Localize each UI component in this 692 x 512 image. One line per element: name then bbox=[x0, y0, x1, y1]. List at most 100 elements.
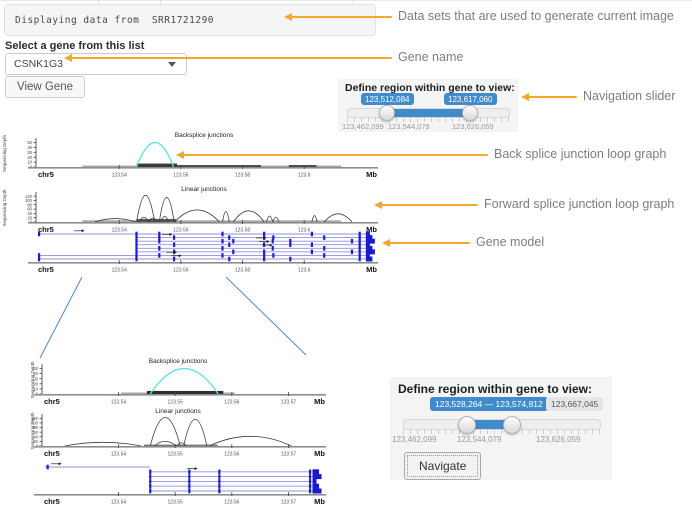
tab-strip-border bbox=[0, 0, 692, 1]
zoomed-backsplice-loop-chart: Backsplice junctions01020304050Sequencin… bbox=[28, 356, 328, 411]
svg-text:40: 40 bbox=[27, 211, 32, 216]
annotation-arrow-line bbox=[528, 96, 577, 98]
slider-handle-to[interactable] bbox=[462, 105, 478, 121]
slider-scale-mid: 123,544,079 bbox=[457, 435, 502, 444]
zoom-connector-right bbox=[225, 276, 307, 356]
svg-text:50: 50 bbox=[33, 366, 38, 371]
slider-selected-bar bbox=[386, 109, 469, 117]
svg-text:20: 20 bbox=[27, 215, 32, 220]
tab-separator bbox=[98, 0, 99, 5]
annotation-arrow-icon bbox=[176, 151, 184, 159]
slider-range-value: 123,528,264 — 123,574,812 bbox=[430, 397, 548, 411]
svg-text:123.54: 123.54 bbox=[111, 452, 127, 458]
navigate-button[interactable]: Navigate bbox=[404, 452, 482, 480]
svg-text:Backsplice junctions: Backsplice junctions bbox=[175, 132, 234, 139]
svg-text:Mb: Mb bbox=[314, 449, 325, 458]
backsplice-loop-chart: Backsplice junctions01020304050Sequencin… bbox=[0, 129, 380, 188]
annotation-arrow-line bbox=[183, 154, 488, 156]
region-panel-title: Define region within gene to view: bbox=[398, 382, 593, 396]
svg-text:123.56: 123.56 bbox=[224, 500, 240, 506]
slider-grid-ticks bbox=[403, 429, 600, 434]
linear-loop-chart: Linear junctions020406080100120Sequencin… bbox=[0, 184, 380, 239]
svg-text:chr5: chr5 bbox=[44, 397, 60, 406]
svg-text:123.55: 123.55 bbox=[168, 500, 184, 506]
svg-text:123.56: 123.56 bbox=[173, 173, 189, 179]
svg-text:Mb: Mb bbox=[314, 497, 325, 506]
svg-text:100: 100 bbox=[31, 421, 39, 426]
annotation-datasets: Data sets that are used to generate curr… bbox=[398, 9, 674, 23]
annotation-arrow-line bbox=[71, 57, 392, 59]
annotation-arrow-icon bbox=[64, 54, 72, 62]
annotation-arrow-icon bbox=[374, 201, 382, 209]
svg-text:Mb: Mb bbox=[366, 170, 377, 179]
svg-text:123.57: 123.57 bbox=[281, 500, 297, 506]
annotation-gene-name: Gene name bbox=[398, 50, 464, 64]
annotation-arrow-line bbox=[291, 16, 392, 18]
svg-text:123.56: 123.56 bbox=[224, 452, 240, 458]
svg-text:80: 80 bbox=[27, 202, 32, 207]
slider-scale-mid: 123,544,079 bbox=[388, 122, 430, 131]
svg-text:60: 60 bbox=[27, 207, 32, 212]
svg-text:Backsplice junctions: Backsplice junctions bbox=[149, 358, 208, 365]
slider-handle-from[interactable] bbox=[458, 416, 476, 434]
svg-text:Mb: Mb bbox=[314, 397, 325, 406]
svg-text:60: 60 bbox=[33, 430, 38, 435]
slider-handle-from[interactable] bbox=[379, 105, 395, 121]
svg-text:123.56: 123.56 bbox=[173, 268, 189, 274]
slider-max-value: 123,667,045 bbox=[546, 397, 604, 411]
slider-scale-max: 123,626,059 bbox=[452, 122, 494, 131]
svg-text:120: 120 bbox=[31, 416, 39, 421]
svg-text:123.55: 123.55 bbox=[168, 452, 184, 458]
svg-text:20: 20 bbox=[27, 155, 32, 160]
svg-text:Linear junctions: Linear junctions bbox=[181, 186, 227, 193]
svg-text:120: 120 bbox=[25, 194, 33, 199]
svg-text:chr5: chr5 bbox=[44, 497, 60, 506]
slider-from-value: 123,512,084 bbox=[361, 93, 414, 105]
svg-text:123.54: 123.54 bbox=[112, 173, 128, 179]
svg-text:Sequencing Depth: Sequencing Depth bbox=[30, 412, 35, 450]
slider-selected-bar bbox=[466, 420, 511, 429]
svg-text:123.54: 123.54 bbox=[111, 500, 127, 506]
svg-text:10: 10 bbox=[33, 387, 38, 392]
svg-text:123.6: 123.6 bbox=[298, 173, 311, 179]
svg-text:30: 30 bbox=[33, 376, 38, 381]
svg-text:123.56: 123.56 bbox=[173, 228, 189, 234]
svg-text:10: 10 bbox=[27, 160, 32, 165]
svg-text:40: 40 bbox=[33, 371, 38, 376]
svg-text:Linear junctions: Linear junctions bbox=[155, 408, 201, 415]
zoom-connector-left bbox=[39, 276, 83, 359]
chevron-down-icon bbox=[168, 62, 176, 67]
svg-text:40: 40 bbox=[33, 434, 38, 439]
slider-scale-min: 123,462,099 bbox=[342, 122, 384, 131]
region-panel-top: Define region within gene to view: 123,5… bbox=[338, 79, 518, 132]
tab-separator bbox=[160, 0, 161, 5]
svg-text:123.6: 123.6 bbox=[298, 228, 311, 234]
view-gene-button[interactable]: View Gene bbox=[5, 76, 86, 98]
annotation-arrow-line bbox=[381, 204, 478, 206]
svg-text:123.54: 123.54 bbox=[112, 268, 128, 274]
svg-text:123.57: 123.57 bbox=[281, 452, 297, 458]
svg-text:123.58: 123.58 bbox=[235, 173, 251, 179]
annotation-gene-model: Gene model bbox=[476, 235, 545, 249]
slider-grid-ticks bbox=[347, 117, 509, 122]
slider-handle-to[interactable] bbox=[503, 416, 521, 434]
svg-text:Mb: Mb bbox=[366, 225, 377, 234]
svg-text:50: 50 bbox=[27, 140, 32, 145]
annotation-arrow-icon bbox=[382, 239, 390, 247]
svg-text:123.58: 123.58 bbox=[235, 228, 251, 234]
svg-text:20: 20 bbox=[33, 439, 38, 444]
svg-text:chr5: chr5 bbox=[38, 265, 54, 274]
zoom-region-connectors bbox=[39, 276, 307, 359]
slider-scale-min: 123,462,099 bbox=[392, 435, 437, 444]
svg-text:123.58: 123.58 bbox=[235, 268, 251, 274]
svg-text:123.54: 123.54 bbox=[112, 228, 128, 234]
svg-text:chr5: chr5 bbox=[38, 170, 54, 179]
svg-text:80: 80 bbox=[33, 425, 38, 430]
gene-select-label: Select a gene from this list bbox=[5, 40, 145, 52]
svg-text:123.57: 123.57 bbox=[281, 400, 297, 406]
annotation-linear-graph: Forward splice junction loop graph bbox=[484, 197, 675, 211]
zoomed-linear-loop-chart: Linear junctions020406080100120Sequencin… bbox=[28, 406, 328, 463]
annotation-navigation-slider: Navigation slider bbox=[583, 89, 676, 103]
svg-text:123.54: 123.54 bbox=[111, 400, 127, 406]
svg-text:20: 20 bbox=[33, 381, 38, 386]
